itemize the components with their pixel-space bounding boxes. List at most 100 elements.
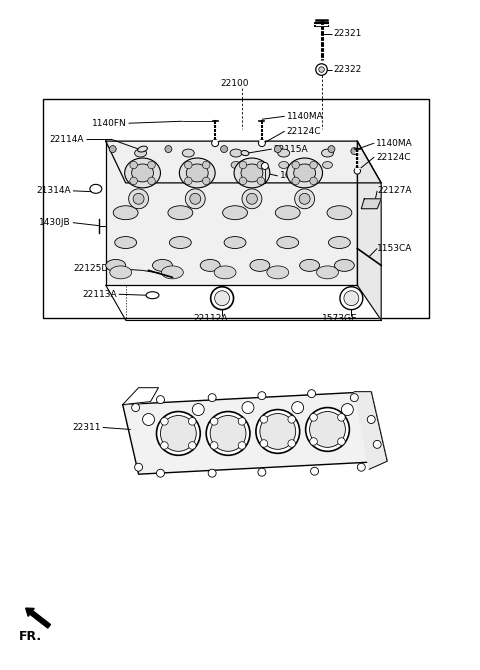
Ellipse shape xyxy=(115,237,137,249)
Polygon shape xyxy=(123,392,387,474)
Circle shape xyxy=(143,413,155,425)
Circle shape xyxy=(215,291,229,306)
Circle shape xyxy=(357,463,365,471)
Ellipse shape xyxy=(110,266,132,279)
Circle shape xyxy=(350,394,358,401)
Text: 22113A: 22113A xyxy=(82,289,117,299)
Circle shape xyxy=(310,161,317,169)
Ellipse shape xyxy=(234,158,270,188)
Text: 22125D: 22125D xyxy=(73,264,109,273)
Circle shape xyxy=(148,177,156,185)
Ellipse shape xyxy=(106,259,126,271)
Circle shape xyxy=(210,417,218,425)
Ellipse shape xyxy=(328,237,350,249)
Circle shape xyxy=(288,415,296,423)
Circle shape xyxy=(295,189,314,209)
Circle shape xyxy=(292,161,300,169)
Circle shape xyxy=(299,194,310,204)
Text: 22322: 22322 xyxy=(334,65,362,74)
Circle shape xyxy=(185,189,205,209)
Ellipse shape xyxy=(241,151,249,155)
Text: 1430JB: 1430JB xyxy=(39,218,71,227)
Circle shape xyxy=(310,411,346,448)
Text: 1573GE: 1573GE xyxy=(322,314,357,322)
Circle shape xyxy=(260,440,268,448)
Circle shape xyxy=(109,145,116,153)
Circle shape xyxy=(160,415,196,452)
Polygon shape xyxy=(361,199,381,209)
Text: 1140MA: 1140MA xyxy=(287,112,324,121)
Ellipse shape xyxy=(277,237,299,249)
Circle shape xyxy=(257,161,264,169)
Circle shape xyxy=(306,407,349,452)
Ellipse shape xyxy=(250,259,270,271)
Circle shape xyxy=(239,161,247,169)
Circle shape xyxy=(328,145,335,153)
Ellipse shape xyxy=(335,259,354,271)
Ellipse shape xyxy=(146,291,159,299)
Ellipse shape xyxy=(323,161,333,168)
Circle shape xyxy=(257,177,264,185)
Text: 22321: 22321 xyxy=(334,29,362,38)
Circle shape xyxy=(242,401,254,413)
Circle shape xyxy=(310,438,317,446)
Circle shape xyxy=(208,469,216,477)
Text: 1153CA: 1153CA xyxy=(377,244,413,253)
Text: 21314A: 21314A xyxy=(36,186,71,196)
Circle shape xyxy=(256,409,300,454)
Circle shape xyxy=(260,413,296,450)
Ellipse shape xyxy=(180,158,215,188)
Ellipse shape xyxy=(153,259,172,271)
Circle shape xyxy=(258,139,265,147)
Polygon shape xyxy=(357,141,381,320)
Text: 22127A: 22127A xyxy=(377,186,412,196)
Polygon shape xyxy=(106,141,381,183)
Text: 22114A: 22114A xyxy=(49,135,84,143)
Circle shape xyxy=(258,468,266,476)
Ellipse shape xyxy=(322,149,334,157)
Circle shape xyxy=(134,463,143,471)
Ellipse shape xyxy=(132,164,154,182)
Ellipse shape xyxy=(200,259,220,271)
Circle shape xyxy=(203,177,210,185)
Bar xyxy=(43,99,429,318)
Circle shape xyxy=(351,147,358,155)
Ellipse shape xyxy=(214,266,236,279)
Ellipse shape xyxy=(241,164,263,182)
Circle shape xyxy=(211,287,234,310)
Circle shape xyxy=(210,442,218,450)
Circle shape xyxy=(262,163,268,170)
Circle shape xyxy=(133,194,144,204)
Ellipse shape xyxy=(231,161,241,168)
Circle shape xyxy=(161,442,168,450)
Ellipse shape xyxy=(279,161,288,168)
Circle shape xyxy=(337,438,345,446)
Circle shape xyxy=(337,413,345,421)
Ellipse shape xyxy=(278,149,290,157)
Ellipse shape xyxy=(90,184,102,194)
Ellipse shape xyxy=(223,206,248,220)
Circle shape xyxy=(130,177,137,185)
Circle shape xyxy=(184,161,192,169)
Circle shape xyxy=(206,411,250,456)
FancyArrow shape xyxy=(26,608,50,628)
Circle shape xyxy=(221,145,228,153)
Text: 22100: 22100 xyxy=(221,79,249,88)
Circle shape xyxy=(189,442,196,450)
Ellipse shape xyxy=(300,259,320,271)
Polygon shape xyxy=(354,392,387,469)
Circle shape xyxy=(308,390,315,397)
Ellipse shape xyxy=(113,206,138,220)
Ellipse shape xyxy=(183,161,193,168)
Text: 22124C: 22124C xyxy=(287,127,321,136)
Circle shape xyxy=(311,467,319,475)
Ellipse shape xyxy=(294,164,315,182)
Text: 22115A: 22115A xyxy=(274,145,309,153)
Circle shape xyxy=(129,189,148,209)
Text: 1140MA: 1140MA xyxy=(376,139,413,147)
Circle shape xyxy=(341,403,353,415)
Circle shape xyxy=(148,161,156,169)
Circle shape xyxy=(132,403,140,411)
Circle shape xyxy=(130,161,137,169)
Text: 1140FN: 1140FN xyxy=(92,119,127,128)
